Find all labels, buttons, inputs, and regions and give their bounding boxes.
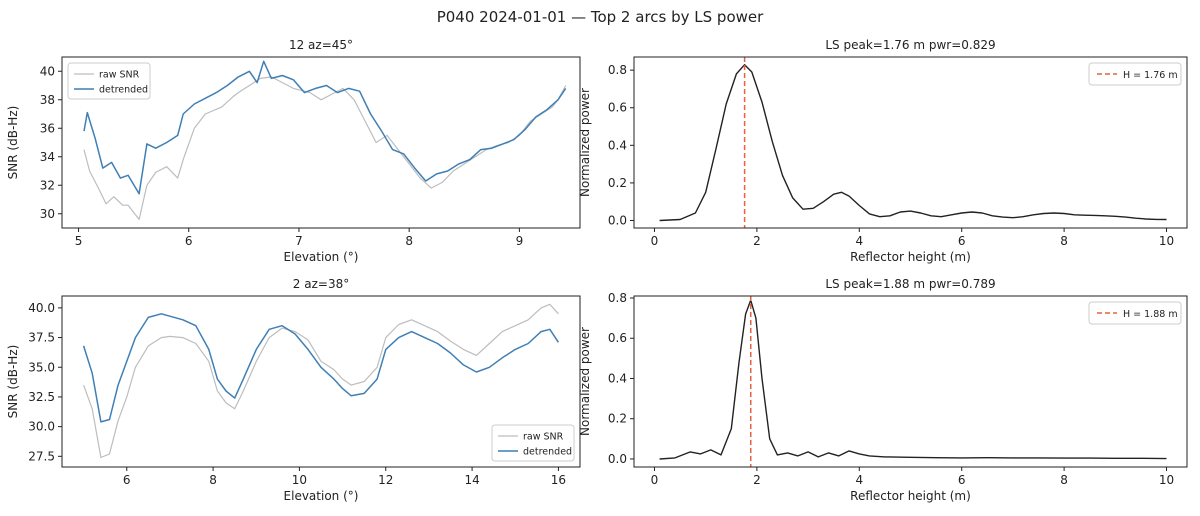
x-tick-label: 6 [185,234,193,248]
y-tick-label: 0.4 [608,371,627,385]
x-tick-label: 4 [855,234,863,248]
x-tick-label: 12 [378,473,393,487]
subplot-4 [630,295,1188,471]
x-tick-label: 4 [855,473,863,487]
x-tick-label: 16 [551,473,566,487]
legend-label-detrended: detrended [523,447,572,458]
y-tick-label: 0.2 [608,176,627,190]
x-tick-label: 6 [958,234,966,248]
axes-frame [633,56,1188,229]
x-tick-label: 7 [295,234,303,248]
axes-frame [633,295,1188,468]
subplot-title: 2 az=38° [293,277,349,291]
legend-label-peak: H = 1.76 m [1123,70,1178,81]
subplot-2 [630,56,1188,232]
y-tick-label: 36 [40,121,55,135]
x-tick-label: 14 [464,473,479,487]
y-tick-label: 27.5 [28,449,55,463]
y-tick-label: 0.8 [608,291,627,305]
subplot-title: LS peak=1.88 m pwr=0.789 [825,277,995,291]
x-axis-label: Reflector height (m) [850,250,971,264]
series-line-detrended [82,313,560,423]
y-tick-label: 30 [40,207,55,221]
x-tick-label: 9 [516,234,524,248]
y-tick-label: 0.2 [608,412,627,426]
series-line-ls-power [659,299,1167,460]
series-line-detrended [83,60,567,195]
subplot-3 [58,295,581,471]
x-tick-label: 10 [1159,473,1174,487]
y-axis-label: Normalized power [578,88,592,197]
y-tick-label: 0.4 [608,138,627,152]
y-tick-label: 32 [40,178,55,192]
x-tick-label: 8 [209,473,217,487]
x-tick-label: 8 [405,234,413,248]
legend-label-detrended: detrended [99,85,148,96]
y-axis-label: SNR (dB-Hz) [6,345,20,419]
subplot-title: 12 az=45° [289,38,353,52]
figure-title: P040 2024-01-01 — Top 2 arcs by LS power [437,8,764,26]
y-tick-label: 37.5 [28,331,55,345]
y-tick-label: 30.0 [28,420,55,434]
y-tick-label: 40.0 [28,301,55,315]
x-tick-label: 10 [1159,234,1174,248]
y-axis-label: SNR (dB-Hz) [6,106,20,180]
legend-box [67,62,151,100]
x-tick-label: 0 [651,234,659,248]
y-tick-label: 0.0 [608,213,627,227]
x-axis-label: Elevation (°) [284,489,359,503]
x-tick-label: 2 [753,234,761,248]
x-axis-label: Elevation (°) [284,250,359,264]
series-line-raw-snr [83,303,559,459]
y-tick-label: 38 [40,93,55,107]
y-tick-label: 40 [40,64,55,78]
subplot-title: LS peak=1.76 m pwr=0.829 [825,38,995,52]
y-tick-label: 0.6 [608,331,627,345]
subplot-1 [58,56,581,232]
y-axis-label: Normalized power [578,327,592,436]
y-tick-label: 0.8 [608,63,627,77]
y-tick-label: 0.0 [608,452,627,466]
x-tick-label: 10 [292,473,307,487]
y-tick-label: 0.6 [608,101,627,115]
legend-box [1088,301,1182,325]
legend-label-peak: H = 1.88 m [1123,309,1178,320]
y-tick-label: 32.5 [28,390,55,404]
x-axis-label: Reflector height (m) [850,489,971,503]
legend-label-raw-snr: raw SNR [523,432,564,443]
x-tick-label: 5 [75,234,83,248]
legend-box [1088,62,1182,86]
series-line-ls-power [659,63,1167,222]
x-tick-label: 6 [958,473,966,487]
x-tick-label: 2 [753,473,761,487]
y-tick-label: 35.0 [28,360,55,374]
legend-box [491,424,575,462]
y-tick-label: 34 [40,150,55,164]
x-tick-label: 8 [1060,234,1068,248]
x-tick-label: 0 [651,473,659,487]
x-tick-label: 8 [1060,473,1068,487]
legend-label-raw-snr: raw SNR [99,70,140,81]
x-tick-label: 6 [123,473,131,487]
axes-frame [61,295,581,468]
axes-frame [61,56,581,229]
